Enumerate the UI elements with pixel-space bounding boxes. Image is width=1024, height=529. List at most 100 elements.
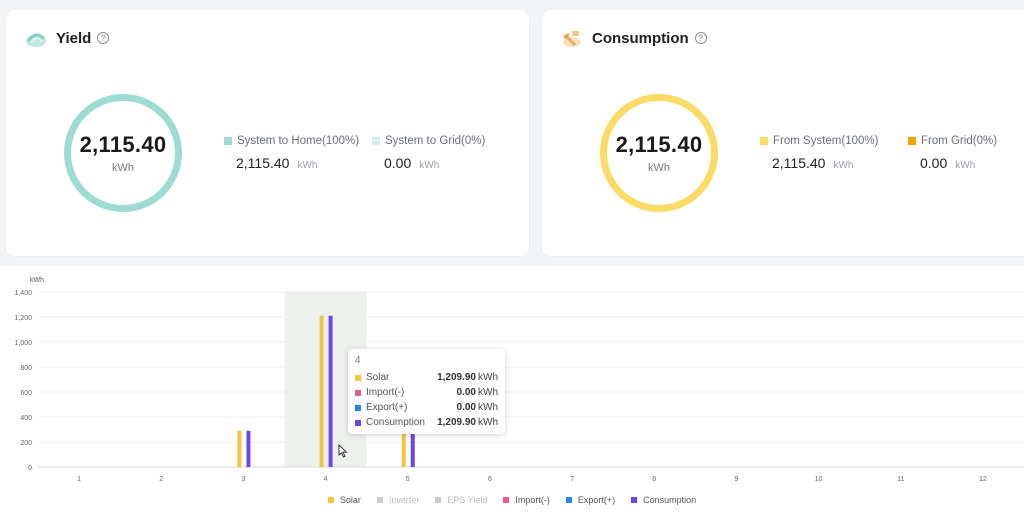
tooltip-swatch-export bbox=[355, 404, 361, 411]
x-tick-label: 9 bbox=[734, 476, 738, 483]
legend-item-consumption[interactable]: Consumption bbox=[631, 495, 696, 505]
bar-solar-4 bbox=[319, 315, 324, 467]
legend-swatch-export bbox=[565, 497, 572, 503]
from-system-value: 2,115.40 bbox=[772, 155, 826, 171]
legend-label-eps-yield: EPS Yield bbox=[447, 495, 488, 505]
legend-swatch-inverter bbox=[376, 497, 383, 503]
tooltip-unit-import: kWh bbox=[478, 387, 498, 398]
legend-item-import[interactable]: Import(-) bbox=[503, 495, 550, 505]
tooltip-name-export: Export(+) bbox=[366, 402, 408, 413]
legend-label-import: Import(-) bbox=[515, 495, 550, 505]
tooltip-name-consumption: Consumption bbox=[366, 417, 425, 428]
x-tick-label: 4 bbox=[324, 476, 328, 483]
from-grid-unit: kWh bbox=[955, 160, 976, 171]
mouse-cursor-icon bbox=[338, 444, 348, 458]
x-tick-label: 8 bbox=[652, 476, 656, 483]
yield-card-header: Yield ? bbox=[24, 26, 110, 50]
bar-consumption-4 bbox=[328, 315, 333, 467]
tooltip-row-export: Export(+) 0.00 kWh bbox=[355, 400, 498, 415]
tooltip-row-consumption: Consumption 1,209.90 kWh bbox=[355, 415, 498, 430]
yield-title: Yield bbox=[56, 29, 92, 47]
tooltip-value-import: 0.00 bbox=[456, 387, 476, 398]
consumption-total-value: 2,115.40 bbox=[615, 132, 703, 157]
x-tick-label: 6 bbox=[488, 476, 492, 483]
legend-label-consumption: Consumption bbox=[643, 495, 697, 505]
legend-swatch-eps-yield bbox=[435, 497, 442, 503]
legend-label-inverter: Inverter bbox=[388, 495, 420, 505]
legend-swatch-consumption bbox=[631, 497, 638, 503]
bar-solar-3 bbox=[237, 430, 242, 467]
system-to-home-value: 2,115.40 bbox=[236, 155, 290, 171]
x-tick-label: 11 bbox=[897, 476, 904, 483]
tooltip-swatch-import bbox=[355, 389, 361, 396]
consumption-icon bbox=[560, 26, 584, 50]
x-tick-label: 12 bbox=[979, 476, 987, 483]
from-grid-stat: From Grid(0%) 0.00 kWh bbox=[908, 135, 997, 171]
yield-total-unit: kWh bbox=[112, 162, 134, 174]
consumption-total-unit: kWh bbox=[648, 162, 670, 174]
system-to-home-label: System to Home(100%) bbox=[237, 135, 360, 147]
x-tick-label: 2 bbox=[159, 476, 163, 483]
yield-card: Yield ? 2,115.40 kWh System to Home(100%… bbox=[5, 9, 530, 257]
tooltip-swatch-consumption bbox=[355, 419, 361, 426]
y-tick-label: 200 bbox=[20, 440, 32, 447]
from-system-swatch bbox=[760, 137, 768, 145]
y-tick-label: 600 bbox=[20, 390, 32, 397]
chart-legend: Solar Inverter EPS Yield Import(-) Expor… bbox=[0, 495, 1024, 505]
tooltip-value-export: 0.00 bbox=[456, 402, 476, 413]
system-to-grid-label: System to Grid(0%) bbox=[385, 135, 486, 147]
tooltip-unit-export: kWh bbox=[478, 402, 498, 413]
legend-item-eps-yield[interactable]: EPS Yield bbox=[435, 495, 487, 505]
legend-label-export: Export(+) bbox=[577, 495, 616, 505]
x-tick-label: 1 bbox=[77, 476, 81, 483]
system-to-home-unit: kWh bbox=[297, 160, 318, 171]
legend-swatch-solar bbox=[327, 497, 334, 503]
yield-icon bbox=[24, 26, 48, 50]
system-to-home-stat: System to Home(100%) 2,115.40 kWh bbox=[224, 135, 359, 171]
y-tick-label: 1,000 bbox=[14, 340, 32, 347]
x-tick-label: 10 bbox=[815, 476, 823, 483]
system-to-grid-unit: kWh bbox=[419, 160, 440, 171]
yield-total-value: 2,115.40 bbox=[79, 132, 167, 157]
tooltip-row-import: Import(-) 0.00 kWh bbox=[355, 385, 498, 400]
from-system-stat: From System(100%) 2,115.40 kWh bbox=[760, 135, 878, 171]
y-tick-label: 400 bbox=[20, 415, 32, 422]
consumption-card-header: Consumption ? bbox=[560, 26, 707, 50]
yield-total-ring: 2,115.40 kWh bbox=[64, 94, 182, 212]
consumption-card: Consumption ? 2,115.40 kWh From System(1… bbox=[541, 9, 1024, 257]
legend-label-solar: Solar bbox=[339, 495, 361, 505]
tooltip-row-solar: Solar 1,209.90 kWh bbox=[355, 370, 498, 385]
consumption-total-ring: 2,115.40 kWh bbox=[600, 94, 718, 212]
tooltip-unit-solar: kWh bbox=[478, 372, 498, 383]
from-system-unit: kWh bbox=[833, 160, 854, 171]
y-axis-unit-label: kWh bbox=[30, 277, 44, 284]
from-system-label: From System(100%) bbox=[773, 135, 879, 147]
legend-item-solar[interactable]: Solar bbox=[327, 495, 361, 505]
tooltip-title: 4 bbox=[355, 355, 361, 366]
tooltip-value-solar: 1,209.90 bbox=[437, 372, 476, 383]
x-tick-label: 5 bbox=[406, 476, 410, 483]
legend-swatch-import bbox=[503, 497, 510, 503]
bar-consumption-3 bbox=[246, 430, 251, 467]
y-tick-label: 800 bbox=[20, 365, 32, 372]
from-grid-swatch bbox=[908, 137, 916, 145]
legend-item-inverter[interactable]: Inverter bbox=[376, 495, 420, 505]
yield-help-icon[interactable]: ? bbox=[97, 32, 110, 44]
x-tick-label: 7 bbox=[570, 476, 574, 483]
tooltip-unit-consumption: kWh bbox=[478, 417, 498, 428]
system-to-grid-swatch bbox=[372, 137, 380, 145]
legend-item-export[interactable]: Export(+) bbox=[565, 495, 616, 505]
monthly-energy-chart: kWh 0 200 400 600 800 1,000 1,200 1,400 1 2 3 4 5 6 7 8 9… bbox=[0, 266, 1024, 529]
x-tick-label: 3 bbox=[241, 476, 245, 483]
from-grid-value: 0.00 bbox=[920, 155, 948, 171]
y-tick-label: 0 bbox=[28, 465, 32, 472]
consumption-help-icon[interactable]: ? bbox=[694, 32, 707, 44]
y-tick-label: 1,400 bbox=[14, 290, 32, 297]
chart-tooltip: 4 Solar 1,209.90 kWh Import(-) 0.00 kWh … bbox=[348, 349, 505, 434]
tooltip-value-consumption: 1,209.90 bbox=[437, 417, 476, 428]
system-to-grid-value: 0.00 bbox=[384, 155, 412, 171]
tooltip-name-import: Import(-) bbox=[366, 387, 405, 398]
system-to-grid-stat: System to Grid(0%) 0.00 kWh bbox=[372, 135, 485, 171]
